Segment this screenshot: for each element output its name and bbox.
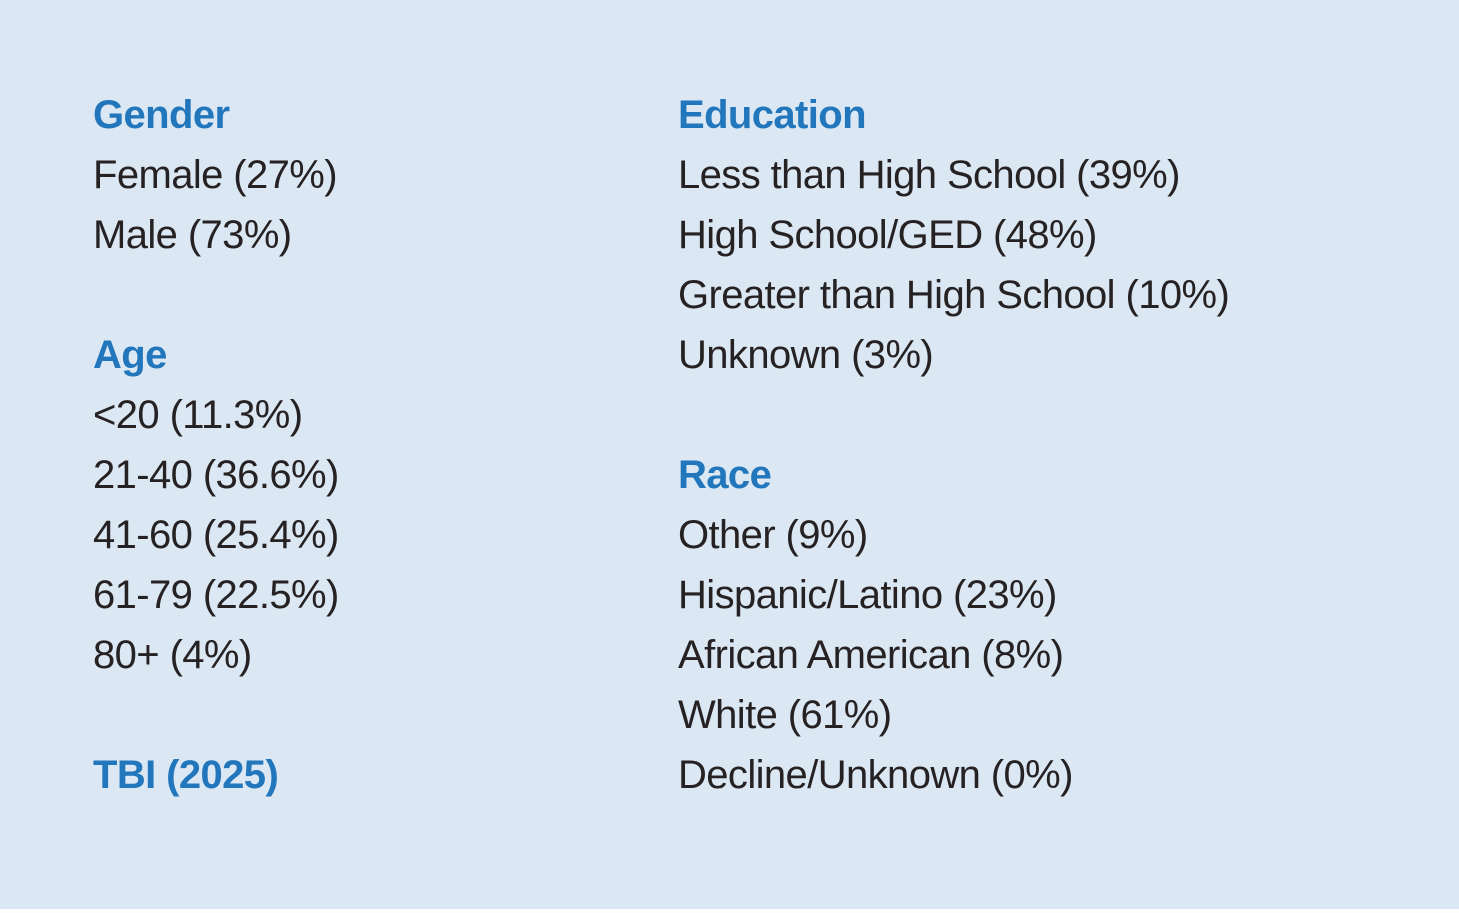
stat-item: 41-60 (25.4%) bbox=[93, 513, 339, 557]
section-heading: Race bbox=[678, 453, 772, 497]
stat-item: Unknown (3%) bbox=[678, 333, 934, 377]
stat-item: <20 (11.3%) bbox=[93, 393, 303, 437]
stat-item: Other (9%) bbox=[678, 513, 868, 557]
section-heading: TBI (2025) bbox=[93, 753, 279, 797]
stat-item: Greater than High School (10%) bbox=[678, 273, 1230, 317]
right-column: Education Less than High School (39%) High… bbox=[678, 85, 1230, 805]
section-spacer bbox=[93, 685, 339, 745]
section-spacer bbox=[93, 265, 339, 325]
stat-item: Male (73%) bbox=[93, 213, 292, 257]
stat-item: White (61%) bbox=[678, 693, 892, 737]
stat-item: 80+ (4%) bbox=[93, 633, 252, 677]
stat-item: Decline/Unknown (0%) bbox=[678, 753, 1073, 797]
bottom-edge-strip bbox=[0, 909, 1459, 913]
section-heading: Education bbox=[678, 93, 867, 137]
section-heading: Age bbox=[93, 333, 167, 377]
stat-item: High School/GED (48%) bbox=[678, 213, 1097, 257]
stat-item: Hispanic/Latino (23%) bbox=[678, 573, 1057, 617]
section-spacer bbox=[678, 385, 1229, 445]
section-heading: Gender bbox=[93, 93, 230, 137]
stat-item: Less than High School (39%) bbox=[678, 153, 1180, 197]
stat-item: African American (8%) bbox=[678, 633, 1064, 677]
left-column: Gender Female (27%) Male (73%) Age <20 (11.3… bbox=[93, 85, 339, 805]
stat-item: 61-79 (22.5%) bbox=[93, 573, 339, 617]
stat-item: Female (27%) bbox=[93, 153, 338, 197]
stat-item: 21-40 (36.6%) bbox=[93, 453, 339, 497]
